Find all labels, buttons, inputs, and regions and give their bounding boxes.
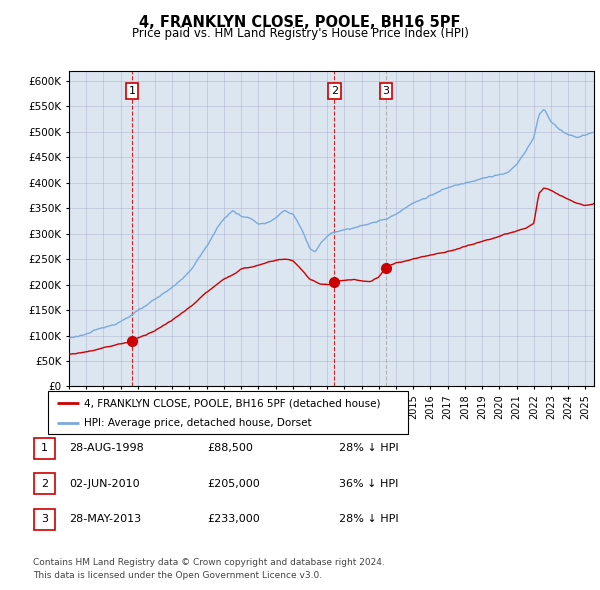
Text: 3: 3	[41, 514, 48, 524]
Text: 28-MAY-2013: 28-MAY-2013	[69, 514, 141, 524]
FancyBboxPatch shape	[48, 391, 408, 434]
Text: 4, FRANKLYN CLOSE, POOLE, BH16 5PF: 4, FRANKLYN CLOSE, POOLE, BH16 5PF	[139, 15, 461, 30]
Text: 4, FRANKLYN CLOSE, POOLE, BH16 5PF (detached house): 4, FRANKLYN CLOSE, POOLE, BH16 5PF (deta…	[84, 398, 380, 408]
Text: 1: 1	[128, 86, 136, 96]
Text: 1: 1	[41, 444, 48, 453]
Text: Price paid vs. HM Land Registry's House Price Index (HPI): Price paid vs. HM Land Registry's House …	[131, 27, 469, 40]
Text: £88,500: £88,500	[207, 444, 253, 453]
FancyBboxPatch shape	[34, 473, 55, 494]
Text: 2: 2	[331, 86, 338, 96]
Text: 28% ↓ HPI: 28% ↓ HPI	[339, 514, 398, 524]
Text: 2: 2	[41, 479, 48, 489]
FancyBboxPatch shape	[34, 438, 55, 459]
Text: £205,000: £205,000	[207, 479, 260, 489]
Text: Contains HM Land Registry data © Crown copyright and database right 2024.: Contains HM Land Registry data © Crown c…	[33, 558, 385, 566]
Text: 28-AUG-1998: 28-AUG-1998	[69, 444, 144, 453]
Text: 02-JUN-2010: 02-JUN-2010	[69, 479, 140, 489]
Text: HPI: Average price, detached house, Dorset: HPI: Average price, detached house, Dors…	[84, 418, 311, 428]
FancyBboxPatch shape	[34, 509, 55, 530]
Text: 28% ↓ HPI: 28% ↓ HPI	[339, 444, 398, 453]
Text: 36% ↓ HPI: 36% ↓ HPI	[339, 479, 398, 489]
Text: This data is licensed under the Open Government Licence v3.0.: This data is licensed under the Open Gov…	[33, 571, 322, 579]
Text: 3: 3	[382, 86, 389, 96]
Text: £233,000: £233,000	[207, 514, 260, 524]
